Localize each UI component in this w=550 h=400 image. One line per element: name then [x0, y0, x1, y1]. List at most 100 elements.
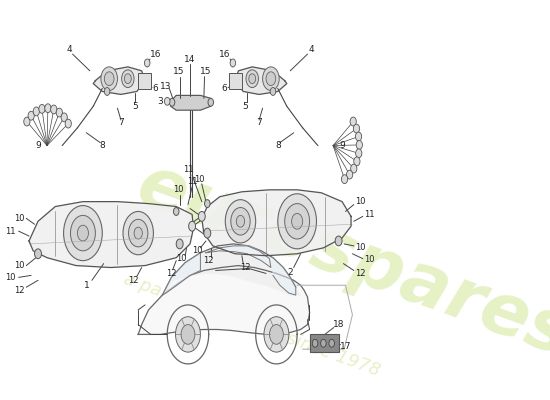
Text: 11: 11 — [365, 210, 375, 219]
Text: 12: 12 — [14, 286, 25, 295]
Text: 13: 13 — [160, 82, 172, 91]
Circle shape — [104, 88, 110, 96]
Circle shape — [70, 215, 95, 251]
Text: 1: 1 — [84, 281, 89, 290]
Circle shape — [39, 104, 45, 113]
Polygon shape — [206, 246, 271, 268]
Text: 6: 6 — [152, 84, 158, 93]
Circle shape — [176, 239, 183, 249]
Text: 12: 12 — [240, 263, 251, 272]
Circle shape — [266, 72, 276, 86]
Circle shape — [175, 317, 200, 352]
Text: 8: 8 — [100, 141, 105, 150]
Text: 10: 10 — [5, 273, 15, 282]
Circle shape — [231, 208, 250, 235]
Circle shape — [78, 225, 89, 241]
Text: 16: 16 — [150, 50, 161, 58]
Text: 5: 5 — [132, 102, 138, 111]
Circle shape — [124, 74, 131, 84]
Circle shape — [270, 324, 283, 344]
Circle shape — [123, 212, 153, 255]
Polygon shape — [29, 202, 194, 268]
Polygon shape — [229, 73, 242, 88]
Circle shape — [321, 339, 326, 347]
Text: 10: 10 — [194, 174, 204, 184]
Text: 18: 18 — [333, 320, 344, 329]
Text: eurospares: eurospares — [128, 150, 550, 371]
Circle shape — [292, 214, 302, 229]
Circle shape — [262, 67, 279, 90]
Circle shape — [270, 88, 276, 96]
Text: 4: 4 — [308, 45, 314, 54]
Circle shape — [24, 117, 30, 126]
Polygon shape — [138, 266, 310, 334]
Circle shape — [104, 72, 114, 86]
Circle shape — [346, 170, 353, 179]
Circle shape — [350, 117, 356, 126]
Circle shape — [56, 108, 63, 117]
Circle shape — [353, 124, 360, 133]
Text: 10: 10 — [14, 261, 25, 270]
Text: 10: 10 — [365, 255, 375, 264]
Text: 11: 11 — [5, 227, 15, 236]
Circle shape — [264, 317, 289, 352]
Circle shape — [189, 221, 196, 231]
Circle shape — [199, 212, 205, 221]
Polygon shape — [273, 258, 296, 295]
Text: 9: 9 — [339, 141, 345, 150]
Circle shape — [236, 215, 245, 227]
Circle shape — [33, 107, 40, 116]
Text: 4: 4 — [67, 45, 72, 54]
Circle shape — [329, 339, 334, 347]
Text: 16: 16 — [219, 50, 230, 58]
Circle shape — [101, 67, 118, 90]
Circle shape — [173, 208, 179, 215]
Circle shape — [312, 339, 318, 347]
Text: 7: 7 — [118, 118, 124, 128]
Circle shape — [230, 59, 235, 67]
Circle shape — [278, 194, 316, 249]
Circle shape — [356, 149, 362, 158]
Text: 10: 10 — [192, 246, 202, 255]
Text: 10: 10 — [176, 254, 186, 263]
Circle shape — [64, 206, 102, 261]
Circle shape — [51, 105, 57, 114]
Polygon shape — [170, 96, 211, 110]
Circle shape — [356, 140, 362, 149]
Circle shape — [169, 98, 175, 106]
Circle shape — [204, 228, 211, 238]
Text: 10: 10 — [173, 185, 184, 194]
Circle shape — [28, 111, 34, 120]
Text: 12: 12 — [355, 269, 366, 278]
Text: 9: 9 — [35, 141, 41, 150]
Text: 11: 11 — [183, 165, 193, 174]
Circle shape — [249, 74, 256, 84]
Circle shape — [354, 157, 360, 166]
Text: 15: 15 — [173, 67, 184, 76]
Text: 11: 11 — [187, 178, 197, 186]
Circle shape — [61, 113, 67, 122]
Circle shape — [181, 324, 195, 344]
Circle shape — [335, 236, 342, 246]
Text: 2: 2 — [288, 268, 293, 277]
Polygon shape — [94, 67, 145, 94]
Text: 14: 14 — [184, 54, 196, 64]
Polygon shape — [310, 334, 339, 352]
Text: 10: 10 — [355, 197, 366, 206]
Circle shape — [35, 249, 41, 259]
Text: a passion for parts since 1978: a passion for parts since 1978 — [121, 270, 383, 380]
Circle shape — [355, 132, 362, 141]
Circle shape — [246, 70, 258, 88]
Polygon shape — [162, 244, 301, 295]
Text: 17: 17 — [340, 342, 351, 351]
Text: 5: 5 — [243, 102, 248, 111]
Circle shape — [226, 200, 256, 243]
Text: 12: 12 — [166, 269, 177, 278]
Polygon shape — [162, 253, 200, 295]
Text: 6: 6 — [222, 84, 228, 93]
Circle shape — [208, 98, 213, 106]
Text: 15: 15 — [200, 67, 212, 76]
Circle shape — [164, 97, 170, 105]
Circle shape — [351, 164, 357, 173]
Circle shape — [285, 204, 310, 239]
